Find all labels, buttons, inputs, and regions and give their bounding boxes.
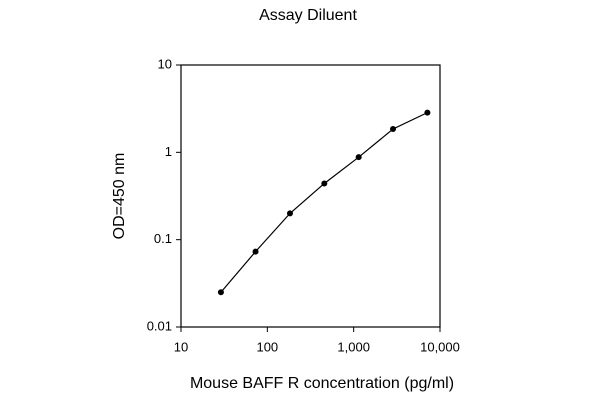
x-tick-label: 10 (174, 339, 188, 354)
x-tick-label: 1,000 (337, 339, 370, 354)
plot-frame (180, 64, 441, 328)
x-axis-label: Mouse BAFF R concentration (pg/ml) (190, 375, 454, 392)
chart-title: Assay Diluent (259, 7, 357, 24)
y-tick-label: 10 (158, 56, 172, 71)
y-tick-label: 1 (165, 144, 172, 159)
data-point (390, 126, 397, 133)
x-tick-label: 10,000 (420, 339, 460, 354)
y-axis-label: OD=450 nm (111, 153, 128, 240)
series-line (220, 112, 428, 293)
data-point (217, 289, 224, 296)
y-tick-label: 0.1 (154, 231, 172, 246)
x-tick-label: 100 (256, 339, 278, 354)
data-point (252, 248, 259, 255)
data-point (321, 180, 328, 187)
data-point (355, 154, 362, 161)
y-tick-label: 0.01 (147, 318, 172, 333)
data-point (286, 210, 293, 217)
data-point (424, 109, 431, 116)
